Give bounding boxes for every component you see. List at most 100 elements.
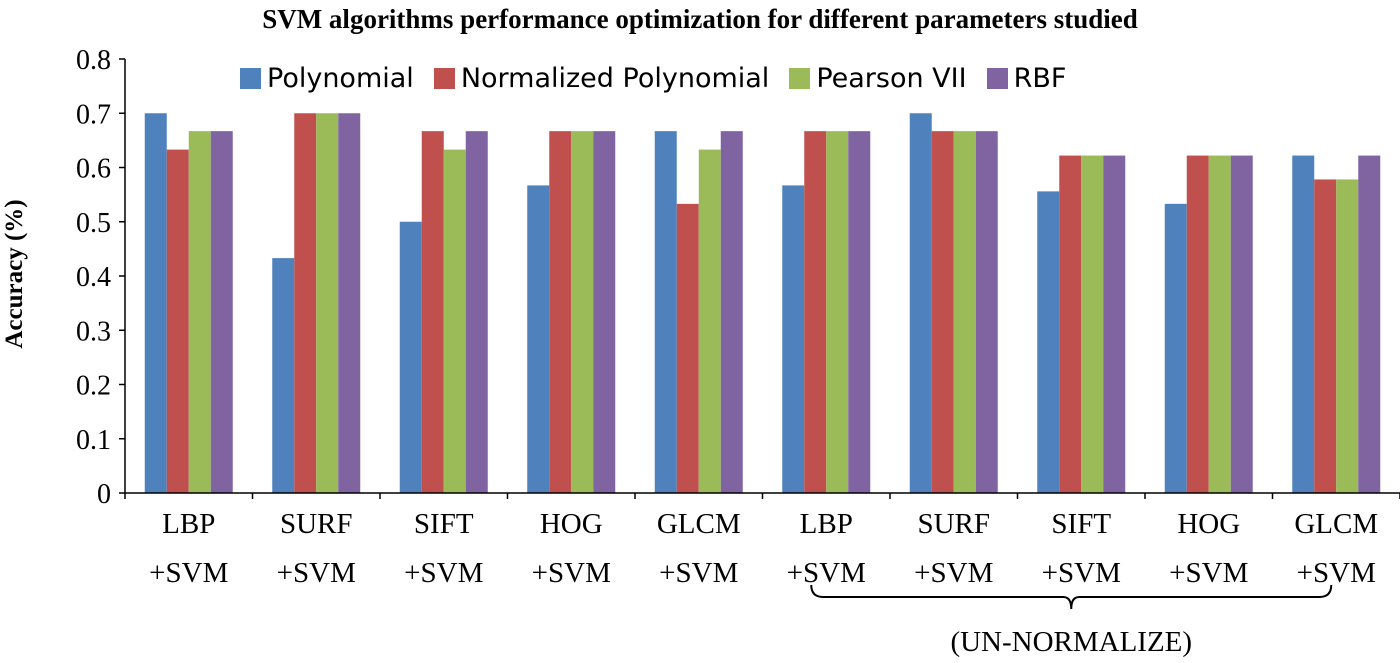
x-tick-label-line: +SVM [277, 557, 356, 589]
y-tick-label: 0.6 [76, 154, 111, 185]
bar-rbf [848, 131, 871, 493]
axes [124, 59, 1400, 499]
chart-title: SVM algorithms performance optimization … [262, 4, 1138, 34]
bar-polynomial [399, 221, 422, 493]
x-tick-label: SURF +SVM [277, 508, 356, 589]
legend-label-rbf: RBF [1013, 62, 1067, 94]
bar-normalized-polynomial [549, 131, 572, 493]
bar-polynomial [1292, 155, 1315, 493]
x-tick-label-line: GLCM [657, 508, 741, 540]
bar-pearson-vii [1081, 155, 1104, 493]
x-tick-label-line: +SVM [532, 557, 611, 589]
bar-pearson-vii [1208, 155, 1231, 493]
x-tick-label-line: +SVM [1169, 557, 1248, 589]
x-tick-label: LBP +SVM [149, 508, 228, 589]
bar-pearson-vii [571, 131, 594, 493]
x-tick-label: SIFT +SVM [1042, 508, 1121, 589]
bar-normalized-polynomial [1186, 155, 1209, 493]
bar-pearson-vii [698, 149, 721, 493]
y-tick-label: 0.2 [76, 371, 111, 402]
bar-pearson-vii [443, 149, 466, 493]
legend-item-normalized-polynomial: Normalized Polynomial [433, 62, 770, 94]
bar-polynomial [654, 131, 677, 493]
bar-polynomial [909, 113, 932, 493]
x-tick-label-line: SURF [280, 508, 353, 540]
y-tick-label: 0.4 [76, 262, 111, 293]
x-tick-label: HOG +SVM [1169, 508, 1248, 589]
bar-pearson-vii [1336, 179, 1359, 493]
bar-rbf [1358, 155, 1381, 493]
x-tick-label-line: +SVM [404, 557, 483, 589]
x-tick-label-line: HOG [540, 508, 603, 540]
x-tick-label-line: LBP [800, 508, 853, 540]
legend-swatch-polynomial [240, 67, 261, 89]
legend-label-polynomial: Polynomial [267, 62, 414, 94]
bar-rbf [465, 131, 488, 493]
bar-normalized-polynomial [294, 113, 317, 493]
bar-normalized-polynomial [931, 131, 954, 493]
x-tick-label: SIFT +SVM [404, 508, 483, 589]
bar-rbf [975, 131, 998, 493]
bar-rbf [1103, 155, 1126, 493]
bar-rbf [1230, 155, 1253, 493]
bar-normalized-polynomial [166, 149, 189, 493]
x-tick-label: LBP +SVM [787, 508, 866, 589]
bar-rbf [338, 113, 361, 493]
x-tick-label-line: +SVM [787, 557, 866, 589]
bar-pearson-vii [188, 131, 211, 493]
legend-item-polynomial: Polynomial [240, 63, 414, 94]
bar-normalized-polynomial [676, 203, 699, 493]
y-axis-ticks: 0 0.1 0.2 0.3 0.4 0.5 0.6 0.7 0.8 [76, 45, 125, 510]
bar-polynomial [1164, 203, 1187, 493]
legend-label-normalized-polynomial: Normalized Polynomial [460, 62, 770, 94]
x-tick-label-line: SIFT [414, 508, 474, 540]
legend-swatch-pearson-vii [789, 67, 811, 89]
annotation-label: (UN-NORMALIZE) [950, 626, 1192, 658]
legend-swatch-rbf [986, 67, 1008, 89]
bar-rbf [720, 131, 743, 493]
bracket [810, 584, 1333, 610]
x-tick-label: GLCM +SVM [1294, 508, 1378, 589]
bar-polynomial [144, 113, 167, 493]
bar-pearson-vii [316, 113, 339, 493]
y-tick-label: 0 [97, 479, 111, 510]
bars [144, 113, 1381, 493]
x-tick-label-line: SURF [917, 508, 990, 540]
y-tick-label: 0.1 [76, 425, 111, 456]
x-tick-label-line: LBP [162, 508, 215, 540]
bar-polynomial [272, 258, 295, 493]
legend: Polynomial Normalized Polynomial Pearson… [240, 58, 1086, 98]
x-tick-label: HOG +SVM [532, 508, 611, 589]
bar-pearson-vii [826, 131, 849, 493]
bar-normalized-polynomial [421, 131, 444, 493]
x-tick-label-line: +SVM [659, 557, 738, 589]
bar-pearson-vii [953, 131, 976, 493]
x-tick-label-line: GLCM [1294, 508, 1378, 540]
bar-normalized-polynomial [1314, 179, 1337, 493]
y-tick-label: 0.8 [76, 45, 111, 76]
x-tick-label: SURF +SVM [914, 508, 993, 589]
x-tick-label-line: +SVM [914, 557, 993, 589]
legend-swatch-normalized-polynomial [433, 67, 455, 89]
x-tick-label-line: +SVM [1297, 557, 1376, 589]
annotation: (UN-NORMALIZE) [810, 584, 1333, 658]
x-tick-label-line: SIFT [1051, 508, 1111, 540]
y-tick-label: 0.3 [76, 316, 111, 347]
legend-label-pearson-vii: Pearson VII [816, 62, 967, 94]
bar-normalized-polynomial [804, 131, 827, 493]
y-tick-label: 0.5 [76, 208, 111, 239]
legend-item-rbf: RBF [986, 62, 1067, 94]
bar-normalized-polynomial [1059, 155, 1082, 493]
legend-item-pearson-vii: Pearson VII [789, 62, 967, 94]
x-tick-label: GLCM +SVM [657, 508, 741, 589]
x-tick-label-line: HOG [1177, 508, 1240, 540]
y-tick-label: 0.7 [76, 99, 111, 130]
bar-polynomial [782, 185, 805, 493]
bar-rbf [210, 131, 233, 493]
bar-rbf [593, 131, 616, 493]
x-tick-label-line: +SVM [149, 557, 228, 589]
bar-polynomial [527, 185, 550, 493]
x-tick-label-line: +SVM [1042, 557, 1121, 589]
